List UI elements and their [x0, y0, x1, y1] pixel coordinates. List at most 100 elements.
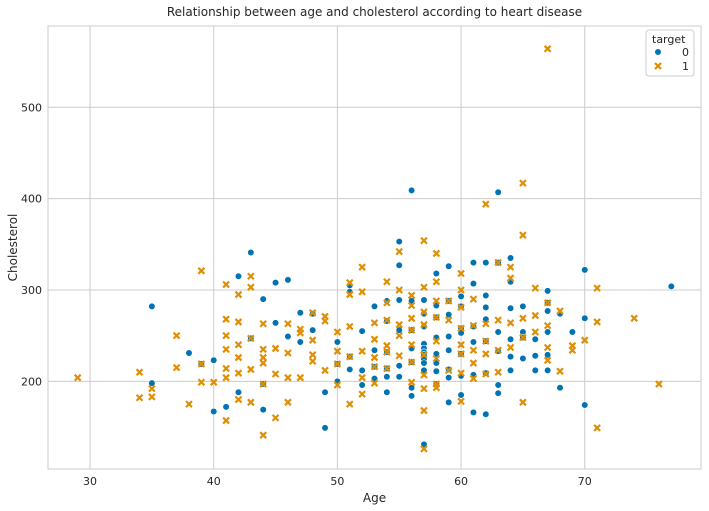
point-target-0 — [370, 302, 379, 311]
point-target-1 — [185, 400, 193, 408]
point-target-1 — [420, 384, 428, 393]
point-target-1 — [383, 348, 391, 356]
plot-area — [48, 26, 701, 469]
point-target-1 — [358, 390, 366, 398]
point-target-1 — [519, 398, 527, 407]
point-target-0 — [457, 391, 465, 399]
point-target-0 — [309, 326, 317, 334]
point-target-1 — [209, 378, 218, 387]
point-target-1 — [333, 328, 342, 336]
point-target-1 — [432, 383, 441, 392]
point-target-1 — [531, 311, 540, 320]
point-target-1 — [444, 316, 453, 324]
x-tick-label: 40 — [207, 475, 221, 488]
point-target-1 — [655, 380, 663, 388]
point-target-1 — [531, 328, 540, 336]
point-target-1 — [148, 393, 156, 401]
point-target-1 — [395, 320, 404, 329]
point-target-1 — [432, 354, 441, 363]
point-target-1 — [543, 343, 552, 352]
point-target-1 — [234, 318, 243, 326]
x-tick-label: 50 — [330, 475, 344, 488]
point-target-1 — [444, 366, 453, 375]
point-target-1 — [284, 349, 292, 357]
point-target-1 — [259, 431, 267, 439]
point-target-1 — [432, 337, 441, 345]
point-target-0 — [259, 295, 267, 303]
point-target-1 — [259, 359, 267, 367]
point-target-0 — [284, 276, 292, 284]
point-target-1 — [519, 314, 527, 323]
point-target-0 — [296, 338, 304, 346]
point-target-1 — [482, 350, 490, 358]
point-target-1 — [407, 301, 416, 310]
point-target-0 — [408, 186, 416, 195]
point-target-0 — [395, 261, 403, 269]
point-target-0 — [469, 408, 478, 416]
point-target-1 — [420, 406, 428, 415]
point-target-1 — [222, 416, 230, 425]
point-target-0 — [667, 282, 675, 290]
point-target-1 — [482, 337, 490, 345]
point-target-1 — [494, 368, 502, 376]
point-target-0 — [296, 309, 304, 317]
y-axis-label: Cholesterol — [6, 214, 20, 282]
data-points — [73, 45, 675, 453]
point-target-1 — [383, 341, 391, 350]
point-target-1 — [457, 286, 465, 294]
point-target-1 — [432, 297, 441, 305]
point-target-0 — [519, 302, 527, 311]
y-tick-label: 400 — [21, 193, 42, 206]
point-target-0 — [370, 346, 379, 354]
x-tick-label: 30 — [83, 475, 97, 488]
point-target-1 — [593, 424, 601, 432]
point-target-1 — [271, 370, 280, 378]
point-target-1 — [543, 321, 552, 330]
point-target-0 — [519, 354, 527, 363]
point-target-0 — [358, 327, 366, 335]
point-target-1 — [321, 366, 329, 375]
point-target-0 — [482, 258, 490, 267]
point-target-0 — [395, 362, 403, 370]
point-target-1 — [469, 321, 478, 330]
point-target-1 — [148, 384, 156, 393]
point-target-1 — [345, 352, 354, 361]
point-target-1 — [630, 314, 638, 323]
point-target-1 — [308, 357, 317, 365]
point-target-0 — [333, 338, 341, 346]
point-target-1 — [222, 315, 230, 323]
point-target-1 — [222, 373, 230, 382]
point-target-1 — [247, 365, 255, 374]
point-target-1 — [420, 283, 428, 292]
point-target-1 — [370, 319, 379, 327]
point-target-0 — [494, 381, 502, 389]
point-target-0 — [544, 307, 552, 315]
point-target-1 — [506, 343, 515, 352]
point-target-0 — [445, 332, 453, 341]
point-target-1 — [407, 358, 416, 366]
point-target-1 — [556, 367, 564, 376]
point-target-0 — [247, 248, 255, 257]
point-target-1 — [370, 353, 379, 362]
point-target-1 — [247, 334, 255, 343]
point-target-0 — [383, 388, 391, 396]
point-target-1 — [420, 371, 428, 379]
point-target-0 — [259, 406, 267, 414]
x-tick-label: 60 — [454, 475, 468, 488]
point-target-0 — [383, 373, 391, 381]
point-target-0 — [506, 304, 515, 312]
plot-frame — [47, 25, 702, 470]
point-target-1 — [172, 363, 181, 372]
point-target-0 — [432, 367, 440, 375]
point-target-1 — [345, 322, 354, 331]
point-target-0 — [271, 279, 280, 287]
chart-title: Relationship between age and cholesterol… — [167, 5, 582, 19]
point-target-1 — [395, 247, 404, 256]
point-target-1 — [457, 340, 465, 349]
point-target-1 — [580, 336, 589, 344]
point-target-1 — [296, 329, 305, 337]
point-target-0 — [432, 269, 440, 278]
point-target-0 — [358, 381, 366, 389]
point-target-1 — [457, 303, 465, 312]
